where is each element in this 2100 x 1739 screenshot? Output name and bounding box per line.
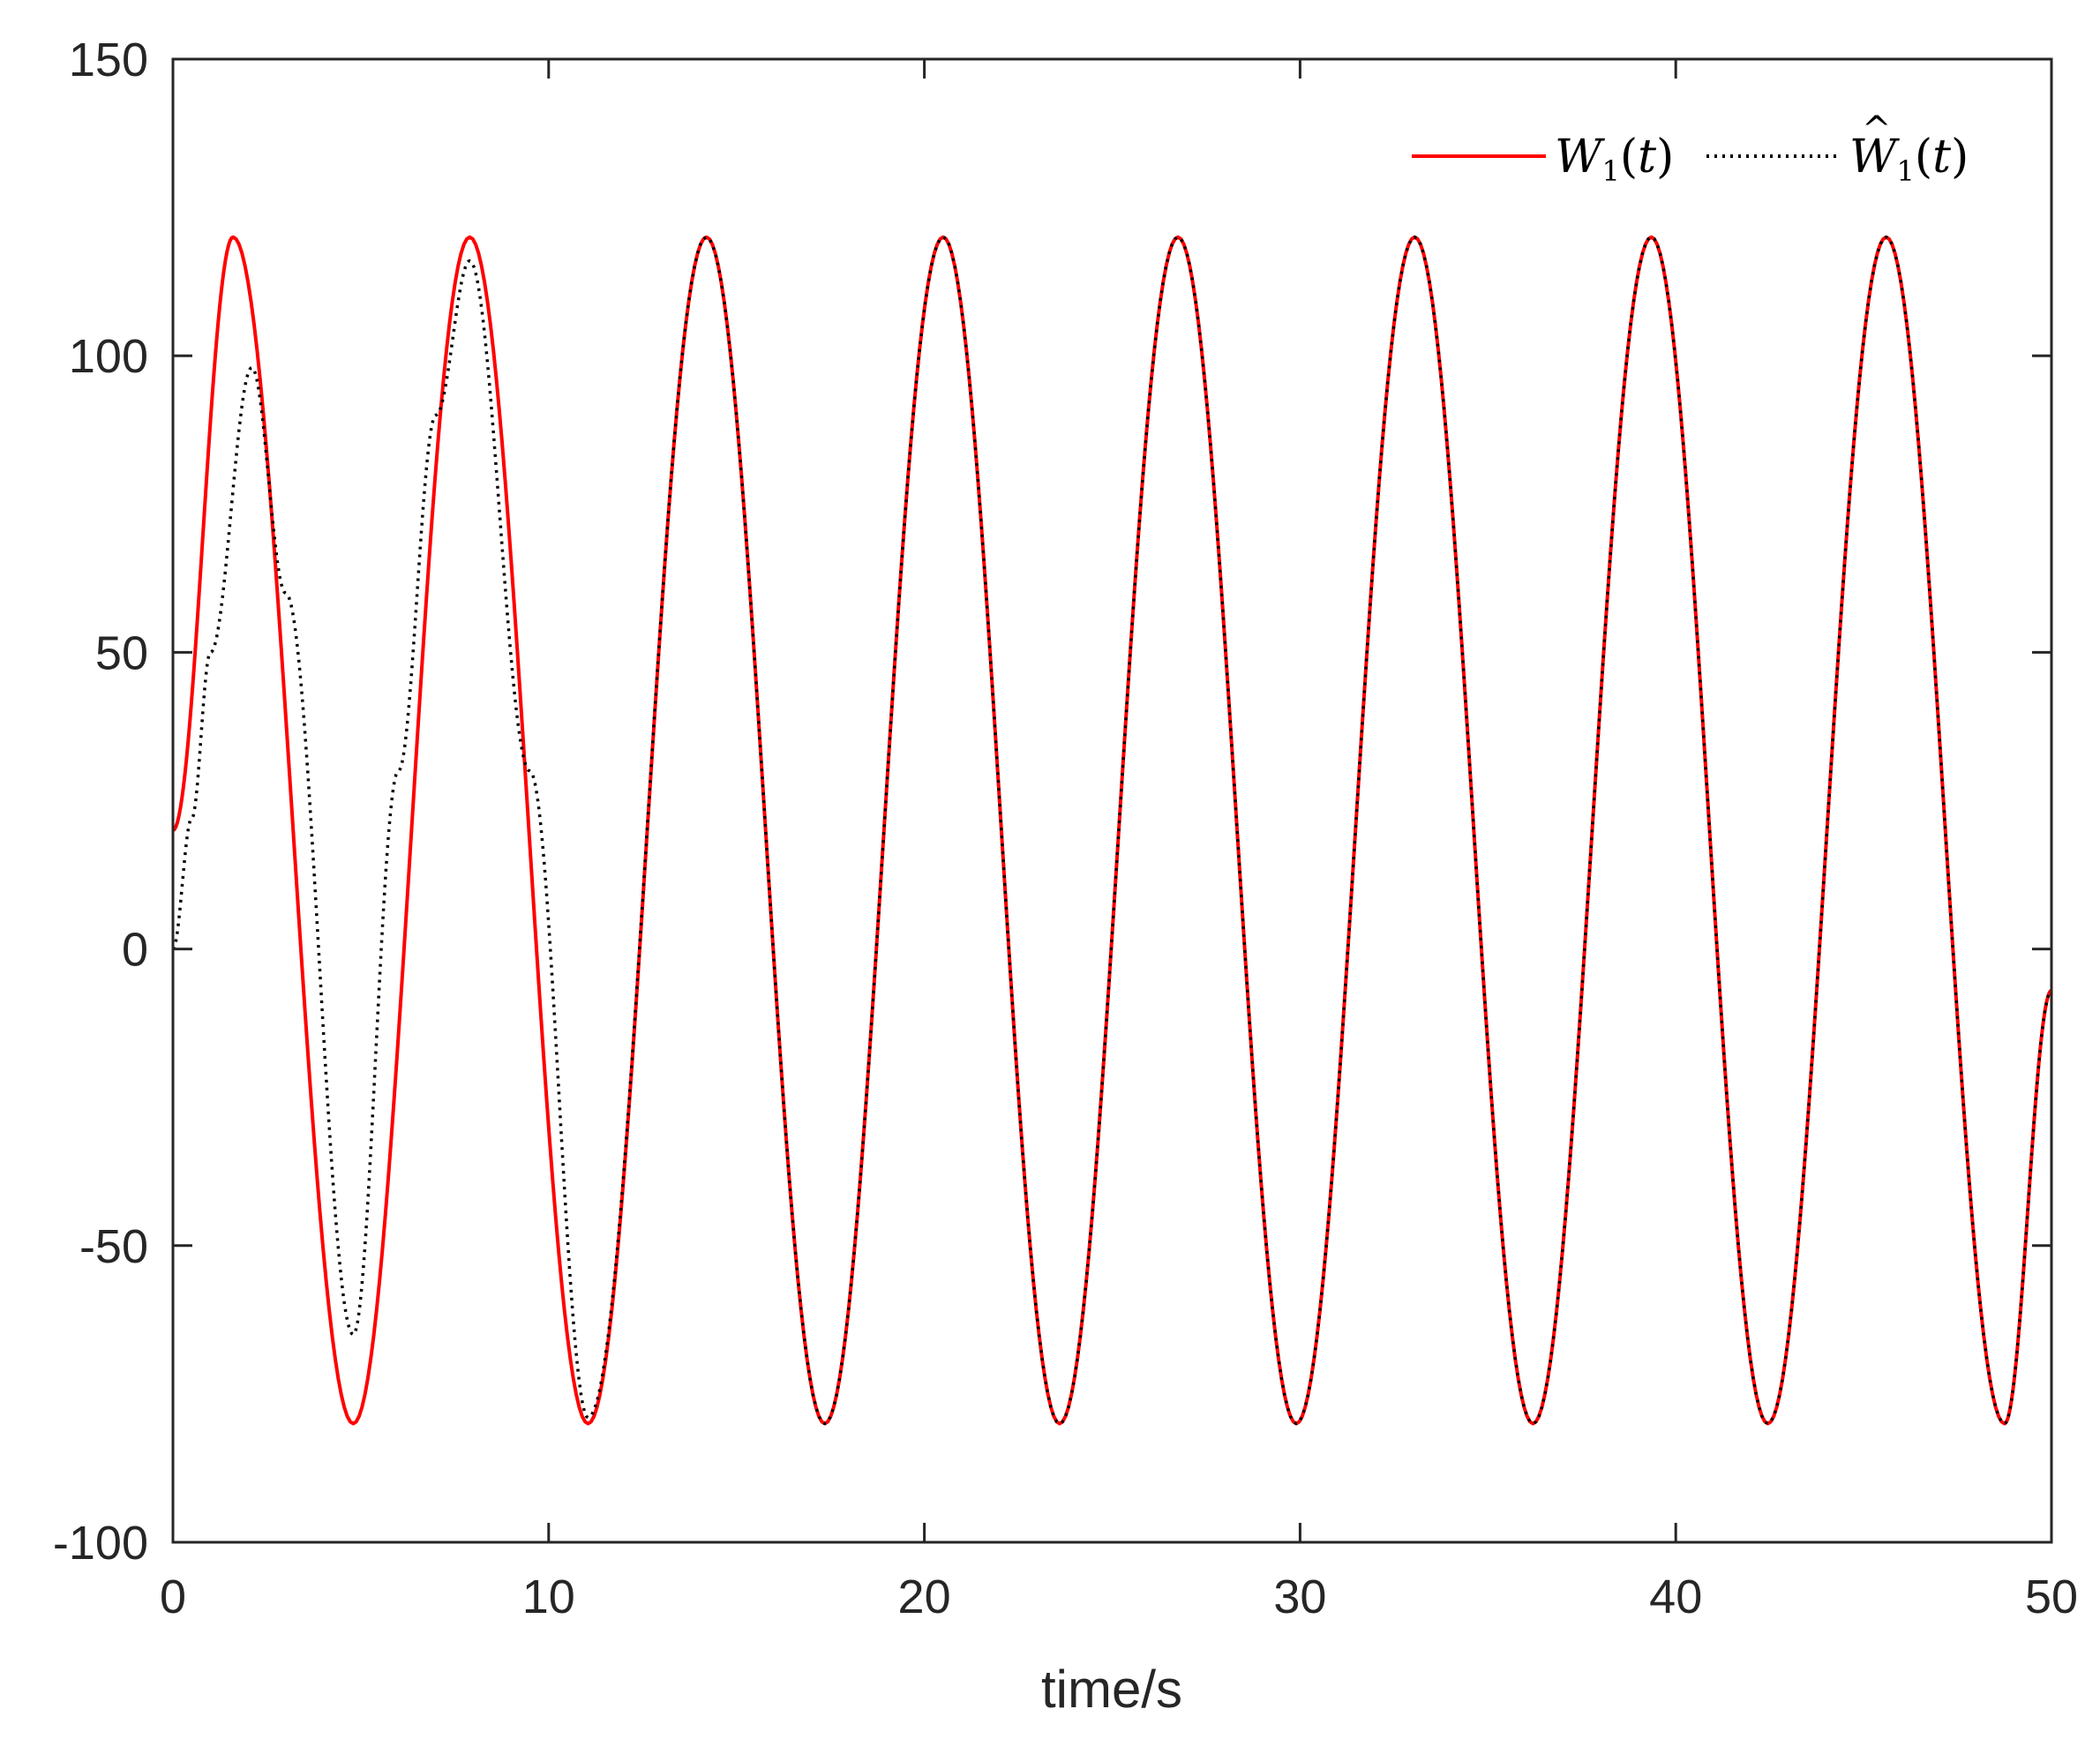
y-tick-label: -100 [53,1517,148,1570]
series-layer [171,235,2052,1426]
legend-hat-w1-hat: ^ [1862,109,1892,150]
y-tick-label: 100 [69,330,148,383]
legend: W1(t) ^ W1(t) [1412,109,1969,188]
y-tick-label: 150 [69,34,148,86]
x-axis-label: time/s [1041,1660,1182,1719]
y-tick-label: 50 [95,626,148,679]
axes-layer: 0 10 20 30 40 50 -100 -50 0 50 100 150 [53,34,2078,1623]
x-tick-label: 10 [522,1570,575,1623]
x-tick-label: 40 [1649,1570,1702,1623]
x-tick-label: 20 [898,1570,951,1623]
series-line-w1-hat [171,235,2052,1426]
plot-area [173,59,2051,1542]
y-tick-label: 0 [122,924,148,977]
y-tick-label: -50 [79,1220,148,1273]
legend-label-w1: W1(t) [1555,131,1674,188]
x-tick-label: 50 [2025,1570,2078,1623]
legend-label-w1-hat: W1(t) [1849,131,1969,188]
x-tick-label: 0 [160,1570,186,1623]
x-tick-label: 30 [1273,1570,1326,1623]
axes-box [171,57,2053,1544]
